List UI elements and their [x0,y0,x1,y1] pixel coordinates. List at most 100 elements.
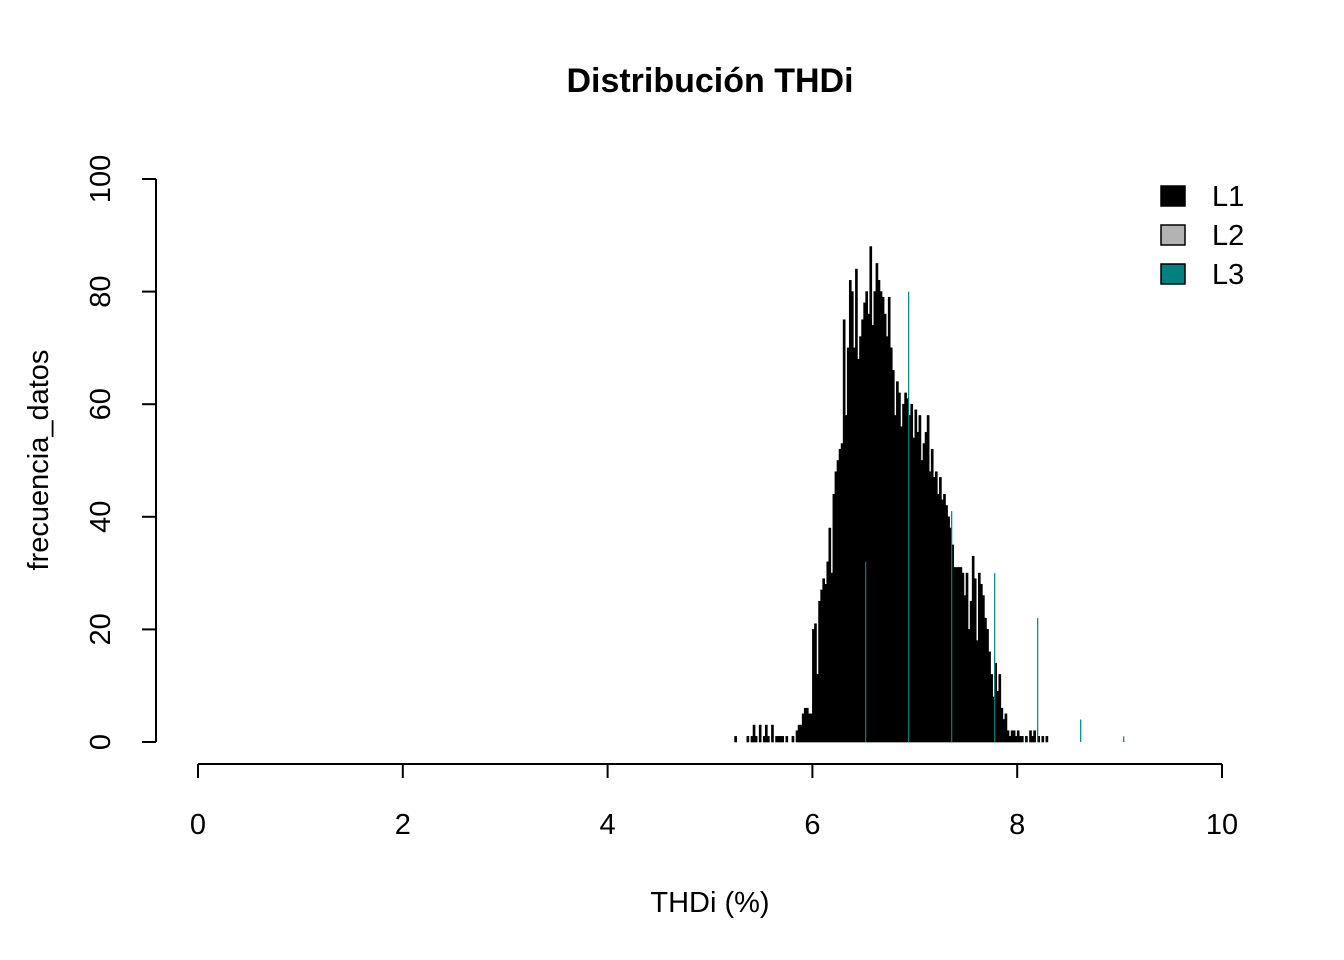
bar-l1 [828,527,832,743]
x-tick-label: 8 [1009,809,1025,841]
bar-l1 [1004,713,1008,743]
bar-l1 [797,724,801,743]
bar-l1 [916,432,920,743]
bar-l1 [822,578,825,743]
legend-label-l1: L1 [1212,181,1244,213]
x-tick-label: 0 [190,809,206,841]
legend: L1 L2 L3 [1160,181,1244,291]
bar-l1 [824,584,828,743]
legend-swatch-l2 [1160,224,1186,246]
bar-l1 [953,567,957,743]
bar-l1 [975,640,979,743]
bar-l1 [920,460,924,743]
bar-l1 [842,319,846,743]
bar-l1 [924,432,928,743]
bar-l1 [812,629,815,743]
bar-l1 [851,291,854,743]
y-axis: 0 20 40 60 80 100 [85,155,157,750]
bar-l1 [988,651,991,743]
bar-l1 [844,415,848,743]
bar-l1 [764,724,768,743]
bar-l1 [840,443,844,743]
bar-l1 [945,505,948,743]
bar-l1 [943,493,946,743]
bar-l1 [1025,736,1028,743]
bar-l1 [996,691,1000,743]
bar-l1 [859,336,862,743]
bar-l1 [771,724,774,743]
y-tick-label: 80 [85,275,117,307]
bar-l1 [791,736,795,743]
bar-l1 [779,736,782,743]
bar-l1 [955,567,959,743]
bar-l1 [781,736,785,743]
bar-l1 [758,724,762,743]
bar-l1 [871,325,875,743]
legend-swatch-l3 [1160,263,1186,285]
bar-l1 [785,736,789,743]
bar-l1 [834,471,838,743]
legend-swatch-l1 [1160,185,1186,207]
bar-l1 [1006,730,1010,743]
bar-l1 [932,477,936,743]
bar-l1 [814,623,817,743]
x-tick-label: 10 [1206,809,1238,841]
bar-l1 [1016,730,1020,743]
bar-l1 [752,724,756,743]
bar-l1 [957,567,961,743]
bar-l1 [977,572,981,743]
x-tick-label: 4 [600,809,616,841]
bar-l1 [855,268,858,743]
bar-l1 [922,443,926,743]
bar-l1 [746,736,750,743]
bar-l1 [754,736,758,743]
y-tick-label: 20 [85,613,117,645]
y-tick-label: 0 [85,734,117,750]
bar-l1 [879,291,883,743]
bar-l1 [998,674,1002,743]
bar-l1 [830,572,834,743]
bar-l1 [902,403,905,743]
bar-l1 [838,448,842,743]
bar-l1 [1020,736,1024,743]
bar-l1 [912,437,916,743]
bar-l1 [984,617,987,743]
histogram-bars [734,246,1049,743]
bar-l1 [947,516,950,743]
bar-l1 [904,392,907,743]
bar-l1 [750,736,754,743]
y-axis-label: frecuencia_datos [23,350,55,571]
bar-l1 [803,707,807,743]
bar-l1 [967,629,971,743]
bar-l1 [894,415,897,743]
bar-l1 [883,313,887,743]
bar-l1 [1014,736,1018,743]
bar-l1 [762,736,766,743]
bar-l1 [973,578,977,743]
bar-l1 [820,589,823,743]
bar-l1 [869,246,873,743]
x-tick-label: 2 [395,809,411,841]
bar-l1 [1045,736,1049,743]
bar-l1 [807,713,811,743]
bar-l1 [926,415,930,743]
bar-l1 [832,493,836,743]
bar-l1 [861,319,864,743]
bar-l1 [971,555,975,743]
bar-l1 [875,263,879,743]
bar-l1 [848,280,852,743]
bar-l1 [914,409,918,743]
bar-l1 [767,736,770,743]
bar-l1 [889,347,893,743]
bar-l1 [965,572,969,743]
x-axis: 0 2 4 6 8 10 [190,763,1238,841]
bar-l1 [910,403,914,743]
x-tick-label: 6 [804,809,820,841]
bar-l1 [891,370,895,743]
bar-l1 [1033,730,1036,743]
bar-l1 [801,713,805,743]
bar-l1 [963,595,967,743]
bar-l1 [818,600,821,743]
bar-l1 [961,572,965,743]
